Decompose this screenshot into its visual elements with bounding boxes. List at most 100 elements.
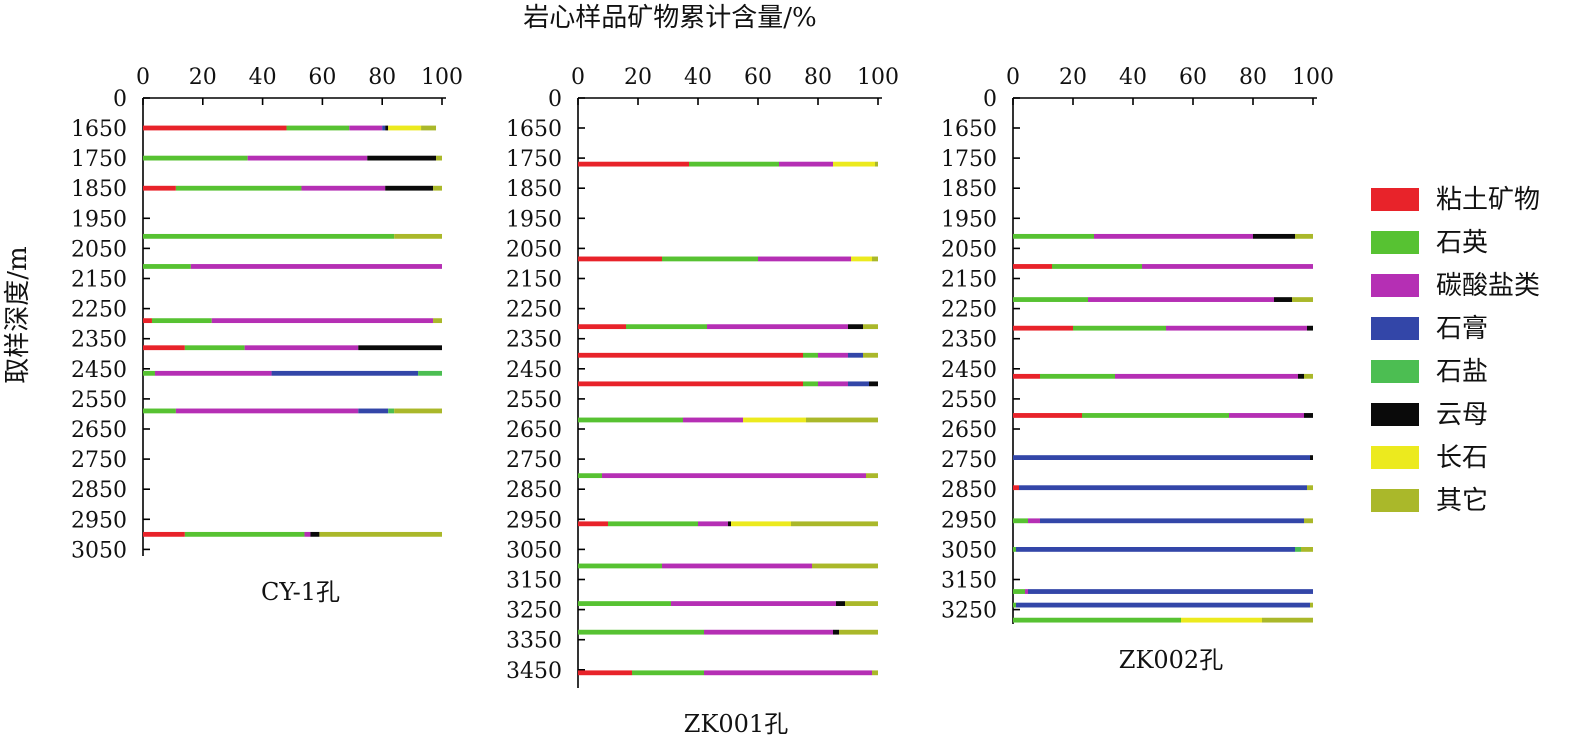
- bar-segment: [869, 381, 878, 387]
- bar-segment: [731, 521, 791, 527]
- bar-segment: [1274, 297, 1292, 302]
- x-tick-label: 80: [1239, 65, 1267, 90]
- depth-tick-label: 1850: [941, 177, 997, 202]
- bar-segment: [863, 324, 878, 330]
- bar-segment: [1181, 617, 1262, 623]
- bar-segment: [358, 345, 442, 351]
- bar-segment: [608, 521, 698, 527]
- sample-bar: [1013, 485, 1313, 491]
- sample-bar: [1013, 617, 1313, 623]
- bar-segment: [394, 233, 442, 239]
- bar-segment: [1013, 617, 1181, 623]
- x-tick-label: 80: [368, 65, 396, 90]
- legend-label: 碳酸盐类: [1436, 271, 1540, 301]
- depth-tick-label: 2050: [71, 237, 127, 262]
- bar-segment: [1229, 413, 1304, 418]
- sample-bar: [1013, 297, 1313, 302]
- bar-segment: [385, 125, 389, 131]
- bar-segment: [851, 256, 872, 262]
- bar-segment: [743, 417, 806, 423]
- bar-segment: [578, 629, 704, 635]
- bar-segment: [310, 531, 320, 537]
- bar-segment: [1019, 485, 1307, 491]
- sample-bar: [578, 629, 878, 635]
- bar-segment: [698, 521, 728, 527]
- depth-tick-label: 2850: [506, 478, 562, 503]
- depth-tick-label: 0: [983, 87, 997, 112]
- bar-segment: [143, 264, 191, 269]
- bar-segment: [349, 125, 383, 131]
- bar-segment: [211, 318, 434, 324]
- legend-item: 石英: [1371, 228, 1488, 258]
- bar-segment: [301, 185, 386, 191]
- x-tick-label: 0: [571, 65, 585, 90]
- bar-segment: [845, 601, 878, 606]
- depth-tick-label: 2250: [941, 298, 997, 323]
- bar-segment: [818, 381, 848, 387]
- bar-segment: [578, 563, 662, 569]
- bar-segment: [1013, 455, 1310, 460]
- depth-tick-label: 2950: [941, 508, 997, 533]
- bar-segment: [1013, 413, 1082, 418]
- depth-tick-label: 2250: [506, 298, 562, 323]
- bar-segment: [578, 352, 803, 358]
- depth-tick-label: 1950: [941, 207, 997, 232]
- bar-segment: [175, 185, 302, 191]
- depth-tick-label: 3250: [941, 599, 997, 624]
- bar-segment: [1307, 325, 1313, 331]
- depth-tick-label: 2350: [71, 328, 127, 353]
- sample-bar: [143, 370, 442, 376]
- bar-segment: [385, 185, 434, 191]
- depth-tick-label: 2750: [506, 448, 562, 473]
- bar-segment: [875, 161, 878, 167]
- bar-segment: [602, 473, 866, 479]
- legend-swatch: [1371, 446, 1419, 469]
- sample-bar: [143, 408, 442, 414]
- sample-bar: [1013, 455, 1313, 460]
- bar-segment: [1301, 547, 1313, 552]
- bar-segment: [1094, 233, 1253, 239]
- x-tick-label: 40: [249, 65, 277, 90]
- bar-segment: [671, 601, 836, 606]
- bar-segment: [1262, 617, 1313, 623]
- bar-segment: [839, 629, 878, 635]
- bar-segment: [863, 352, 878, 358]
- bar-segment: [184, 345, 245, 351]
- x-tick-label: 60: [1179, 65, 1207, 90]
- legend-item: 石膏: [1371, 314, 1488, 344]
- bar-segment: [818, 352, 848, 358]
- bar-segment: [143, 531, 185, 537]
- bar-segment: [578, 521, 608, 527]
- bar-segment: [779, 161, 833, 167]
- sample-bar: [143, 125, 437, 131]
- bar-segment: [143, 318, 152, 324]
- sample-bar: [143, 345, 442, 351]
- bar-segment: [1304, 413, 1313, 418]
- legend-label: 石盐: [1436, 357, 1488, 387]
- depth-tick-label: 2950: [506, 508, 562, 533]
- bar-segment: [578, 601, 671, 606]
- bar-segment: [388, 125, 422, 131]
- bar-segment: [1016, 602, 1310, 608]
- depth-tick-label: 2750: [71, 448, 127, 473]
- bar-segment: [728, 521, 731, 527]
- bar-segment: [1013, 233, 1094, 239]
- depth-tick-label: 3050: [71, 538, 127, 563]
- bar-segment: [578, 670, 632, 676]
- depth-tick-label: 1650: [506, 117, 562, 142]
- sample-bar: [578, 563, 878, 569]
- panel-cy-1: 0 20 40 60 80 100 0 1650 1750 1850 1950 2050 2150 225…: [71, 65, 463, 606]
- depth-tick-label: 2450: [941, 358, 997, 383]
- bar-segment: [1073, 325, 1166, 331]
- panel-caption: ZK001孔: [684, 710, 788, 738]
- bar-segment: [382, 125, 386, 131]
- figure-title: 岩心样品矿物累计含量/%: [523, 3, 816, 33]
- bar-segment: [1295, 547, 1301, 552]
- legend-label: 石英: [1436, 228, 1488, 258]
- panel-zk002: 0 20 40 60 80 100 0 1650 1750 1850 1950 2050 2150 225…: [941, 65, 1334, 674]
- y-axis-label: 取样深度/m: [3, 246, 33, 383]
- bar-segment: [1304, 518, 1313, 524]
- bar-segment: [578, 417, 683, 423]
- bar-segment: [578, 256, 662, 262]
- depth-tick-label: 2050: [506, 237, 562, 262]
